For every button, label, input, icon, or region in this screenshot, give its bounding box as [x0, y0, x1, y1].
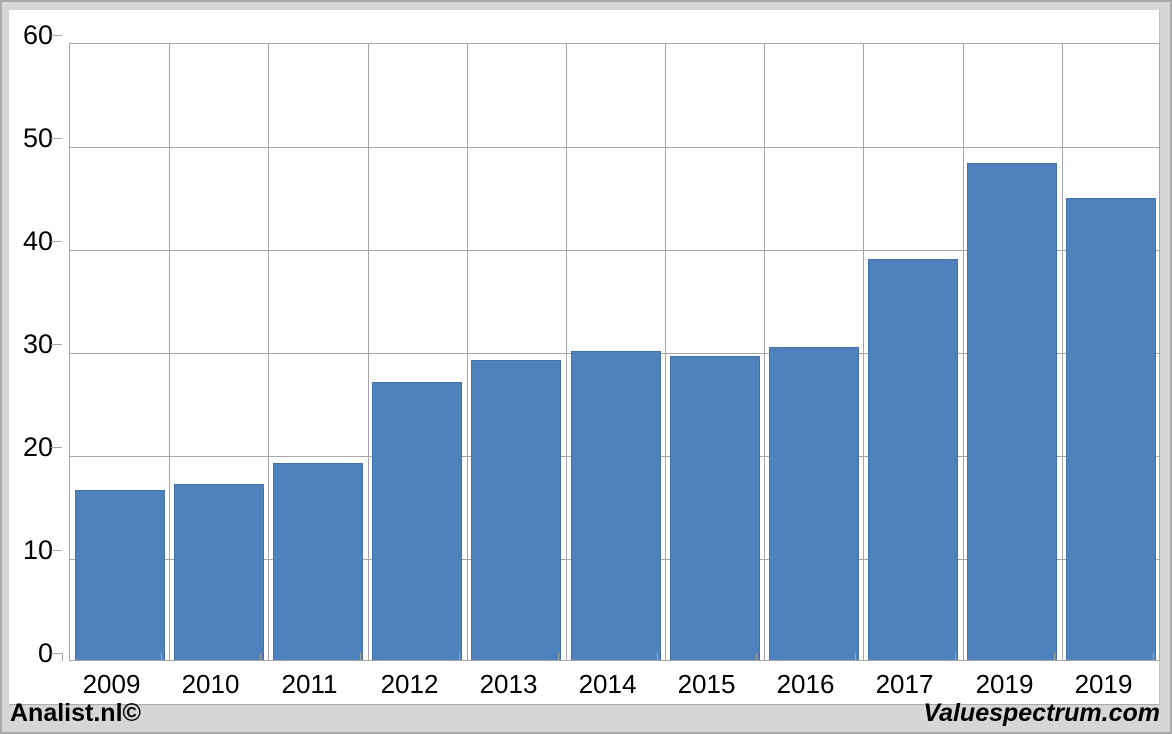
y-axis-tick-label: 60: [22, 20, 53, 50]
gridline-vertical: [963, 44, 964, 660]
bar-2017: [868, 259, 958, 660]
gridline-vertical: [268, 44, 269, 660]
y-axis-tick-mark: [51, 138, 62, 139]
x-axis-tick-mark: [260, 653, 261, 661]
x-axis-tick-mark: [558, 653, 559, 661]
x-axis-tick-label: 2013: [479, 669, 538, 699]
x-axis-tick-label: 2017: [875, 669, 934, 699]
y-axis-tick-mark: [51, 550, 62, 551]
x-axis-tick-label: 2019: [1074, 669, 1133, 699]
y-axis-tick-label: 20: [22, 432, 53, 462]
x-axis-tick-mark: [1054, 653, 1055, 661]
x-axis-tick-mark: [459, 653, 460, 661]
gridline-vertical: [665, 44, 666, 660]
y-axis-tick-mark: [51, 653, 62, 654]
y-axis-tick-label: 30: [22, 329, 53, 359]
gridline-vertical: [1062, 44, 1063, 660]
bar-2012: [372, 382, 462, 660]
watermark-analist: Analist.nl©: [10, 699, 141, 727]
y-axis-tick-mark: [51, 35, 62, 36]
x-axis-tick-mark: [855, 653, 856, 661]
bar-2016: [769, 347, 859, 660]
x-axis-tick-label: 2012: [380, 669, 439, 699]
x-axis-tick-mark: [955, 653, 956, 661]
gridline-vertical: [566, 44, 567, 660]
x-axis-tick-label: 2010: [181, 669, 240, 699]
bar-2014: [571, 351, 661, 660]
y-axis-tick-mark: [51, 344, 62, 345]
y-axis-tick-label: 0: [37, 638, 53, 668]
y-axis-tick-label: 40: [22, 226, 53, 256]
x-axis-tick-label: 2009: [82, 669, 141, 699]
gridline-horizontal: [70, 147, 1159, 148]
y-axis-tick-label: 10: [22, 535, 53, 565]
y-axis-tick-label: 50: [22, 123, 53, 153]
bar-2019: [1066, 198, 1156, 660]
x-axis-tick-mark: [1153, 653, 1154, 661]
y-axis-tick-mark: [51, 241, 62, 242]
x-axis-tick-mark: [161, 653, 162, 661]
x-axis-tick-label: 2019: [975, 669, 1034, 699]
gridline-vertical: [467, 44, 468, 660]
x-axis-tick-label: 2015: [677, 669, 736, 699]
bar-2019: [967, 163, 1057, 660]
x-axis-tick-label: 2014: [578, 669, 637, 699]
plot-area: [69, 43, 1160, 661]
gridline-vertical: [863, 44, 864, 660]
gridline-vertical: [169, 44, 170, 660]
x-axis-tick-mark: [657, 653, 658, 661]
x-axis-tick-mark: [756, 653, 757, 661]
x-axis-tick-mark: [360, 653, 361, 661]
chart-panel: 0 10 20 30 40 50 60 2009 2010 2011 2012 2013 2014 20…: [9, 10, 1160, 705]
x-axis-tick-mark: [62, 653, 63, 661]
gridline-vertical: [368, 44, 369, 660]
bar-2013: [471, 360, 561, 660]
y-axis-tick-mark: [51, 447, 62, 448]
gridline-vertical: [764, 44, 765, 660]
x-axis-tick-label: 2011: [281, 669, 338, 699]
x-axis-tick-label: 2016: [776, 669, 835, 699]
bar-2011: [273, 463, 363, 660]
watermark-valuespectrum: Valuespectrum.com: [923, 699, 1160, 727]
gridline-horizontal: [70, 250, 1159, 251]
bar-2009: [75, 490, 165, 660]
bar-2010: [174, 484, 264, 660]
bar-2015: [670, 356, 760, 660]
